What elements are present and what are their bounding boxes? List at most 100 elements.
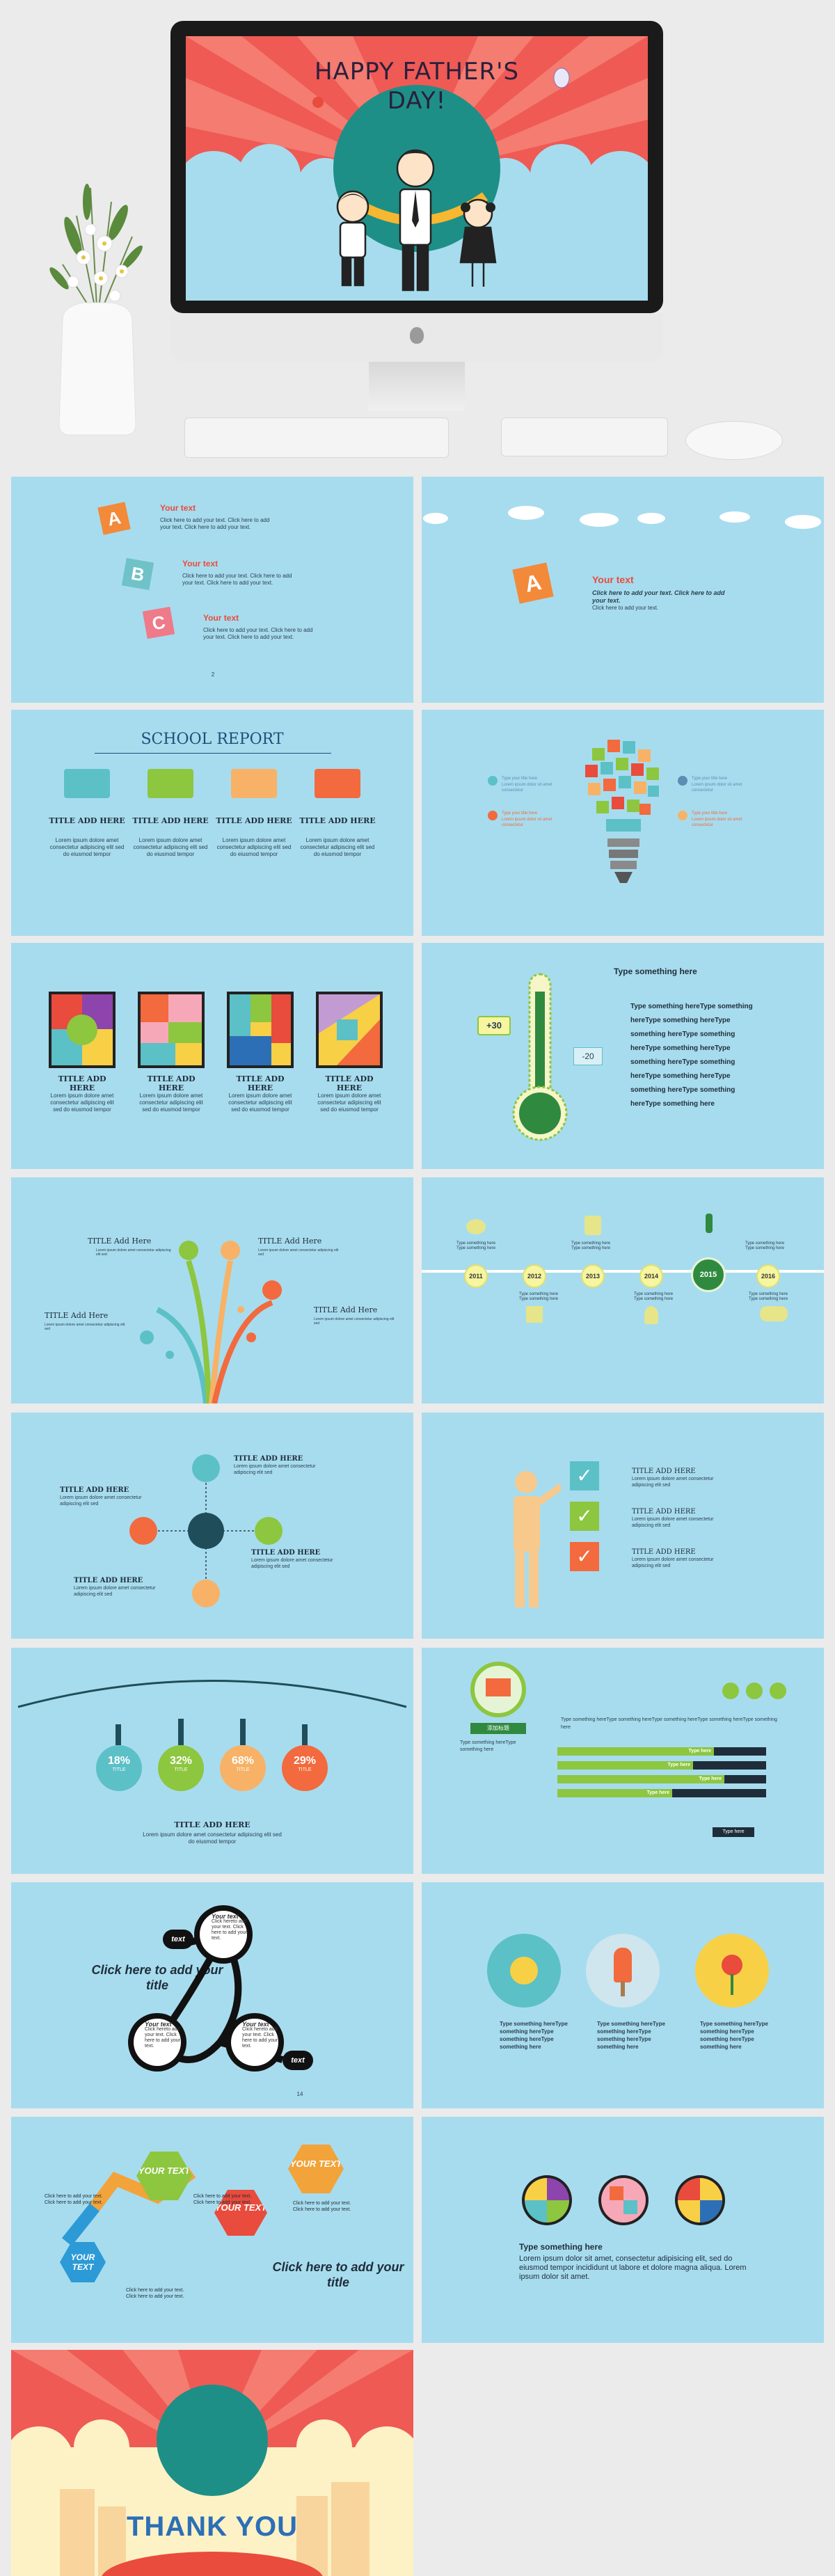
progress-bar: Type here <box>557 1747 766 1756</box>
item-3: Your text Click here to add your text. C… <box>203 613 313 640</box>
slide-hub: TITLE ADD HERE Lorem ipsum dolore amet c… <box>11 1413 413 1639</box>
trophy-icon <box>584 1216 601 1235</box>
hero-title: HAPPY FATHER'S DAY! <box>314 58 520 115</box>
headline: Click here to add your title <box>272 2260 404 2289</box>
year-2011: 2011 <box>464 1264 488 1288</box>
year-2012: 2012 <box>523 1264 546 1288</box>
label-4: TITLE Add Here Lorem ipsum dolore amet c… <box>314 1305 395 1326</box>
letter-block-a: A <box>97 502 131 535</box>
apple-logo-icon <box>410 327 424 344</box>
progress-label: Type here <box>688 1749 711 1754</box>
hub-graphic <box>129 1454 283 1607</box>
keyboard <box>184 418 449 458</box>
plus-badge: +30 <box>477 1016 511 1035</box>
monitor: HAPPY FATHER'S DAY! <box>170 21 663 411</box>
label-1: TITLE Add Here Lorem ipsum dolore amet c… <box>88 1237 171 1257</box>
progress-bar: Type here <box>557 1761 766 1770</box>
progress-fill <box>557 1789 672 1797</box>
icon-b <box>746 1683 763 1699</box>
lightbulb-icon <box>585 740 659 883</box>
tile-2: TITLE ADD HERE Lorem ipsum dolore amet c… <box>138 992 207 1113</box>
timeline-line <box>422 1270 824 1273</box>
mosaic-icon <box>49 992 116 1068</box>
text-title: Type something here <box>519 2242 603 2252</box>
progress-fill <box>557 1747 714 1756</box>
hero-section: HAPPY FATHER'S DAY! <box>0 0 835 473</box>
letter-block-c: C <box>142 606 175 639</box>
left-text: Type something hereType something here <box>460 1740 516 1752</box>
year-2016: 2016 <box>756 1264 780 1288</box>
flower-icon <box>695 1934 769 2007</box>
crown-icon <box>315 769 360 798</box>
page-number: 2 <box>211 671 215 678</box>
slide-abc-list: A B C Your text Click here to add your t… <box>11 477 413 703</box>
chain-graphic <box>128 1905 284 2072</box>
caption-2: Type something hereType something hereTy… <box>597 2021 665 2050</box>
flower-vase <box>35 160 160 438</box>
slide-hanging-tags: 18% TITLE 32% TITLE 68% TITLE 29% TITLE … <box>11 1648 413 1874</box>
bottom-body: Lorem ipsum dolore amet consectetur adip… <box>143 1831 282 1845</box>
slide-thermometer: +30 -20 Type something here Type somethi… <box>422 943 824 1169</box>
slide-single-letter: A Your text Click here to add your text.… <box>422 477 824 703</box>
number-icon <box>488 811 498 820</box>
progress-fill <box>557 1761 693 1770</box>
item-2: Your text Click here to add your text. C… <box>182 559 292 586</box>
letter-block-a: A <box>512 562 554 604</box>
item-3: TITLE ADD HERE Lorem ipsum dolore amet c… <box>251 1549 333 1569</box>
page-number: 14 <box>296 2091 303 2097</box>
trophy-icon <box>148 769 193 798</box>
year-2013: 2013 <box>581 1264 605 1288</box>
mosaic-icon <box>138 992 205 1068</box>
header-text: Type something here <box>614 967 697 976</box>
minus-badge: -20 <box>573 1047 603 1065</box>
node-3: Your text Click hereto add your text. Cl… <box>242 2021 278 2049</box>
branches-graphic <box>140 1241 282 1404</box>
check-2-icon: ✓ <box>570 1502 599 1531</box>
slide-hex-path: YOUR TEXT YOUR TEXT YOUR TEXT YOUR TEXT … <box>11 2117 413 2343</box>
thank-you-title: THANK YOU <box>126 2511 299 2542</box>
note-3: Click here to add your text. Click here … <box>193 2194 252 2205</box>
tag-4: 29% TITLE <box>282 1745 328 1791</box>
year-2014: 2014 <box>639 1264 663 1288</box>
monitor-screen: HAPPY FATHER'S DAY! <box>186 36 648 301</box>
slide-icon-circles: Type something hereType something hereTy… <box>422 1882 824 2108</box>
body-lines: Type something hereType something hereTyp… <box>630 1003 753 1108</box>
progress-fill <box>557 1775 724 1783</box>
icon-c <box>770 1683 786 1699</box>
text-body: Lorem ipsum dolor sit amet, consectetur … <box>519 2255 747 2281</box>
progress-bars: Type here Type here Type here Type here <box>557 1747 766 1810</box>
progress-label: Type here <box>667 1763 690 1767</box>
tile-4: TITLE ADD HERE Lorem ipsum dolore amet c… <box>316 992 385 1113</box>
slide-timeline: 2011 2012 2013 2014 2015 2016 Type somet… <box>422 1177 824 1404</box>
family-illustration <box>336 149 497 292</box>
item-2: TITLE ADD HERE Lorem ipsum dolore amet c… <box>60 1486 142 1506</box>
pill-2: text <box>283 2051 313 2070</box>
letter-block-b: B <box>121 557 154 591</box>
slide-lightbulb: Type your title here Lorem ipsum dolor s… <box>422 710 824 936</box>
headline: Click here to add your title <box>91 1963 223 1992</box>
tag-3: 68% TITLE <box>220 1745 266 1791</box>
bag-icon <box>64 769 110 798</box>
tshirt-icon <box>526 1306 543 1323</box>
person-icon <box>706 1214 713 1233</box>
bottom-title: TITLE ADD HERE <box>174 1820 250 1829</box>
label-2: TITLE Add Here Lorem ipsum dolore amet c… <box>258 1237 339 1257</box>
slide-branches: TITLE Add Here Lorem ipsum dolore amet c… <box>11 1177 413 1404</box>
tile-1: TITLE ADD HERE Lorem ipsum dolore amet c… <box>49 992 118 1113</box>
text-block: Your text Click here to add your text. C… <box>592 574 725 611</box>
group-icon <box>760 1306 788 1321</box>
note-1: Click here to add your text. Click here … <box>45 2194 103 2205</box>
slide-art-tiles: TITLE ADD HERE Lorem ipsum dolore amet c… <box>11 943 413 1169</box>
note-2: Click here to add your text. Click here … <box>126 2288 184 2299</box>
item-2: TITLE ADD HERE Lorem ipsum dolore amet c… <box>632 1508 714 1528</box>
string-line <box>17 1680 407 1708</box>
item-1: TITLE ADD HERE Lorem ipsum dolore amet c… <box>234 1455 316 1475</box>
number-icon <box>678 811 687 820</box>
legend-label: Type here <box>713 1827 754 1837</box>
slide-thank-you: THANK YOU <box>11 2350 413 2576</box>
hex-2: YOUR TEXT <box>136 2152 192 2200</box>
tile-3: TITLE ADD HERE Lorem ipsum dolore amet c… <box>227 992 296 1113</box>
note-4: Click here to add your text. Click here … <box>293 2201 351 2212</box>
slide-school-report: SCHOOL REPORT TITLE ADD HERE Lorem ipsum… <box>11 710 413 936</box>
slide-colored-discs: Type something here Lorem ipsum dolor si… <box>422 2117 824 2343</box>
